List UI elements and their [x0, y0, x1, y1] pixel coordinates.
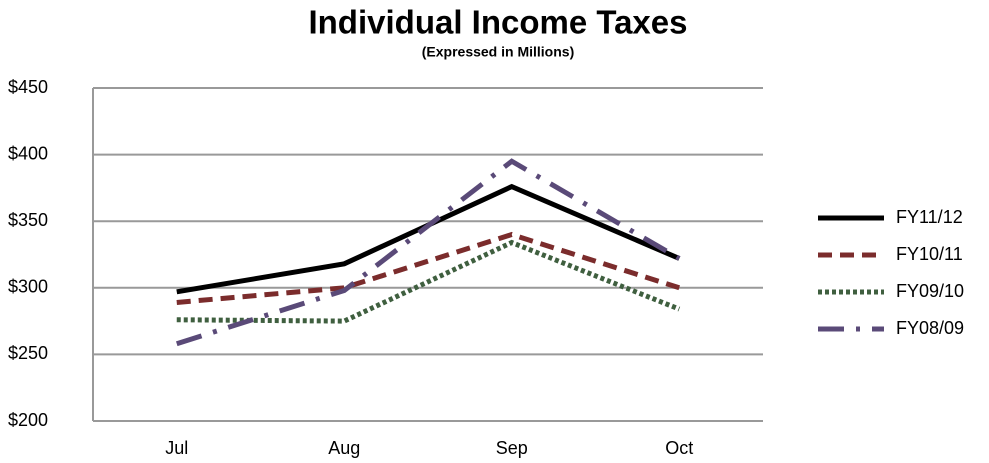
x-tick-label: Aug: [328, 438, 360, 458]
legend-label: FY08/09: [896, 318, 964, 338]
x-tick-label: Oct: [665, 438, 693, 458]
chart-subtitle: (Expressed in Millions): [422, 44, 574, 60]
series-line: [176, 239, 681, 324]
x-tick-label: Sep: [496, 438, 528, 458]
y-tick-label: $450: [8, 77, 48, 97]
legend-label: FY11/12: [896, 207, 963, 227]
series-line: [176, 183, 681, 295]
x-tick-label: Jul: [165, 438, 188, 458]
series-line: [175, 158, 681, 347]
legend-label: FY09/10: [896, 281, 964, 301]
y-tick-label: $300: [8, 277, 48, 297]
y-tick-label: $200: [8, 410, 48, 430]
legend-label: FY10/11: [896, 244, 963, 264]
y-tick-label: $250: [8, 343, 48, 363]
series-line: [176, 231, 681, 305]
y-tick-label: $350: [8, 210, 48, 230]
y-tick-label: $400: [8, 143, 48, 163]
chart-title: Individual Income Taxes: [308, 4, 687, 41]
